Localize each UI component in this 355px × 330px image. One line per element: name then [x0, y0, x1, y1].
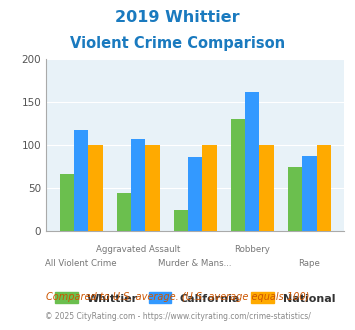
Text: Rape: Rape: [299, 259, 320, 268]
Bar: [317, 145, 331, 231]
Bar: [231, 118, 245, 231]
Text: Compared to U.S. average. (U.S. average equals 100): Compared to U.S. average. (U.S. average …: [46, 292, 309, 302]
Legend: Whittier, California, National: Whittier, California, National: [51, 288, 339, 308]
Text: Murder & Mans...: Murder & Mans...: [158, 259, 232, 268]
Bar: [88, 145, 103, 231]
Bar: [60, 174, 74, 231]
Bar: [302, 156, 317, 231]
Bar: [202, 145, 217, 231]
Bar: [74, 130, 88, 231]
Text: 2019 Whittier: 2019 Whittier: [115, 10, 240, 25]
Bar: [188, 157, 202, 231]
Bar: [288, 167, 302, 231]
Bar: [131, 139, 145, 231]
Text: Robbery: Robbery: [234, 245, 270, 254]
Bar: [260, 145, 274, 231]
Text: Violent Crime Comparison: Violent Crime Comparison: [70, 36, 285, 51]
Text: Aggravated Assault: Aggravated Assault: [96, 245, 180, 254]
Bar: [174, 211, 188, 231]
Text: © 2025 CityRating.com - https://www.cityrating.com/crime-statistics/: © 2025 CityRating.com - https://www.city…: [45, 312, 310, 321]
Text: All Violent Crime: All Violent Crime: [45, 259, 117, 268]
Bar: [145, 145, 160, 231]
Bar: [245, 92, 260, 231]
Bar: [117, 193, 131, 231]
